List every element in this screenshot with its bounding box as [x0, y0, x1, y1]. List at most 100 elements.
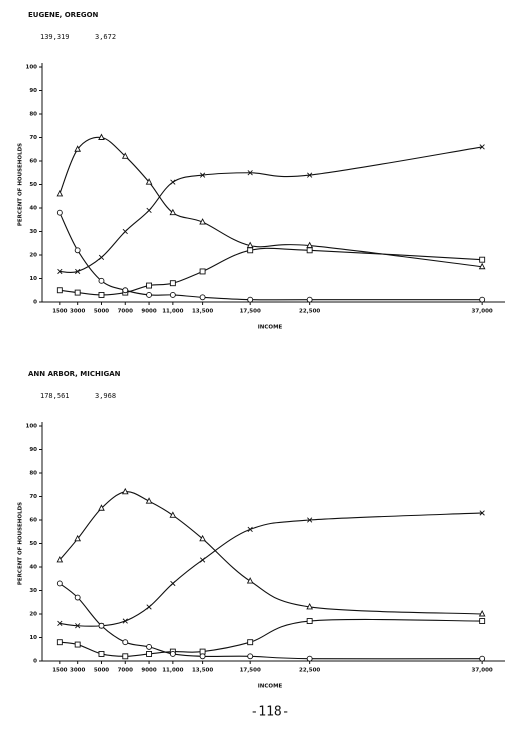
marker-cross	[479, 144, 485, 150]
y-tick-label: 50	[29, 541, 37, 547]
marker-circle	[56, 209, 63, 216]
marker-cross	[75, 268, 81, 275]
marker-square	[56, 287, 63, 294]
marker-circle	[169, 292, 176, 298]
x-tick-label: 7000	[118, 668, 133, 674]
y-tick-label: 0	[33, 300, 37, 306]
x-tick-label: 7000	[118, 309, 133, 315]
marker-triangle	[56, 555, 64, 563]
x-tick-label: 1500	[52, 309, 67, 315]
y-tick-label: 0	[33, 659, 37, 665]
x-tick-label: 11,000	[162, 309, 183, 315]
marker-triangle	[306, 602, 314, 610]
marker-triangle	[98, 504, 105, 511]
marker-circle	[199, 294, 206, 301]
marker-circle	[479, 655, 486, 662]
marker-cross	[199, 557, 206, 563]
x-tick-label: 22,500	[299, 309, 320, 315]
marker-square	[74, 289, 81, 296]
marker-triangle	[199, 218, 206, 225]
marker-cross	[146, 207, 152, 213]
y-axis-label: PERCENT OF HOUSEHOLDS	[18, 502, 24, 585]
y-tick-label: 80	[29, 471, 37, 477]
y-tick-label: 60	[29, 159, 37, 165]
y-tick-label: 20	[29, 612, 37, 618]
y-axis-label: PERCENT OF HOUSEHOLDS	[18, 143, 24, 226]
marker-circle	[199, 653, 206, 660]
marker-circle	[479, 296, 486, 303]
marker-cross	[57, 620, 63, 627]
marker-cross	[122, 618, 128, 624]
marker-triangle	[121, 487, 129, 495]
y-tick-label: 10	[29, 276, 37, 282]
x-axis-label: INCOME	[258, 684, 283, 690]
marker-cross	[307, 172, 313, 178]
figure: 3,672	[95, 33, 116, 41]
y-tick-label: 30	[29, 229, 37, 235]
marker-triangle	[169, 208, 177, 216]
chart-title: ANN ARBOR, MICHIGAN	[28, 370, 121, 378]
y-tick-label: 60	[29, 518, 37, 524]
x-tick-label: 13,500	[192, 668, 213, 674]
figure: 178,561	[40, 392, 70, 400]
x-tick-label: 17,500	[240, 668, 261, 674]
marker-cross	[75, 623, 81, 629]
marker-square	[479, 256, 486, 263]
marker-circle	[56, 580, 63, 587]
marker-cross	[146, 604, 152, 610]
marker-circle	[146, 643, 153, 650]
marker-triangle	[145, 178, 153, 185]
marker-cross	[479, 510, 485, 516]
marker-circle	[146, 292, 153, 298]
marker-triangle	[98, 133, 105, 140]
marker-cross	[98, 254, 105, 260]
y-tick-label: 90	[29, 447, 37, 453]
marker-triangle	[145, 497, 153, 504]
figure: 3,968	[95, 392, 116, 400]
y-tick-label: 10	[29, 635, 37, 641]
x-tick-label: 22,500	[299, 668, 320, 674]
marker-triangle	[121, 152, 129, 159]
y-tick-label: 30	[29, 588, 37, 594]
marker-triangle	[74, 145, 82, 152]
y-tick-label: 100	[26, 424, 38, 430]
marker-square	[247, 247, 254, 254]
marker-cross	[307, 517, 313, 523]
x-tick-label: 3000	[70, 309, 85, 315]
marker-circle	[306, 655, 313, 662]
marker-cross	[57, 268, 63, 275]
marker-cross	[122, 228, 128, 235]
marker-triangle	[199, 534, 206, 542]
marker-triangle	[74, 534, 82, 542]
figure: 139,319	[40, 33, 70, 41]
marker-square	[146, 282, 153, 289]
y-tick-label: 100	[26, 65, 38, 71]
x-tick-label: 37,000	[472, 309, 493, 315]
marker-circle	[247, 653, 254, 660]
y-tick-label: 50	[29, 182, 37, 188]
marker-square	[122, 653, 129, 660]
marker-cross	[199, 172, 206, 178]
marker-square	[74, 641, 81, 648]
x-tick-label: 3000	[70, 668, 85, 674]
y-tick-label: 20	[29, 253, 37, 259]
marker-circle	[98, 622, 105, 629]
marker-square	[146, 651, 153, 657]
x-tick-label: 9000	[141, 668, 156, 674]
x-tick-label: 9000	[141, 309, 156, 315]
marker-cross	[247, 170, 253, 176]
marker-circle	[98, 277, 105, 284]
marker-cross	[247, 526, 253, 533]
marker-triangle	[478, 610, 486, 617]
marker-square	[199, 268, 206, 275]
marker-square	[306, 618, 313, 624]
marker-circle	[169, 651, 176, 657]
marker-square	[247, 639, 254, 646]
marker-circle	[122, 639, 129, 646]
marker-cross	[170, 580, 176, 587]
marker-circle	[74, 247, 81, 254]
chart-title: EUGENE, OREGON	[28, 11, 99, 19]
y-tick-label: 70	[29, 135, 37, 141]
